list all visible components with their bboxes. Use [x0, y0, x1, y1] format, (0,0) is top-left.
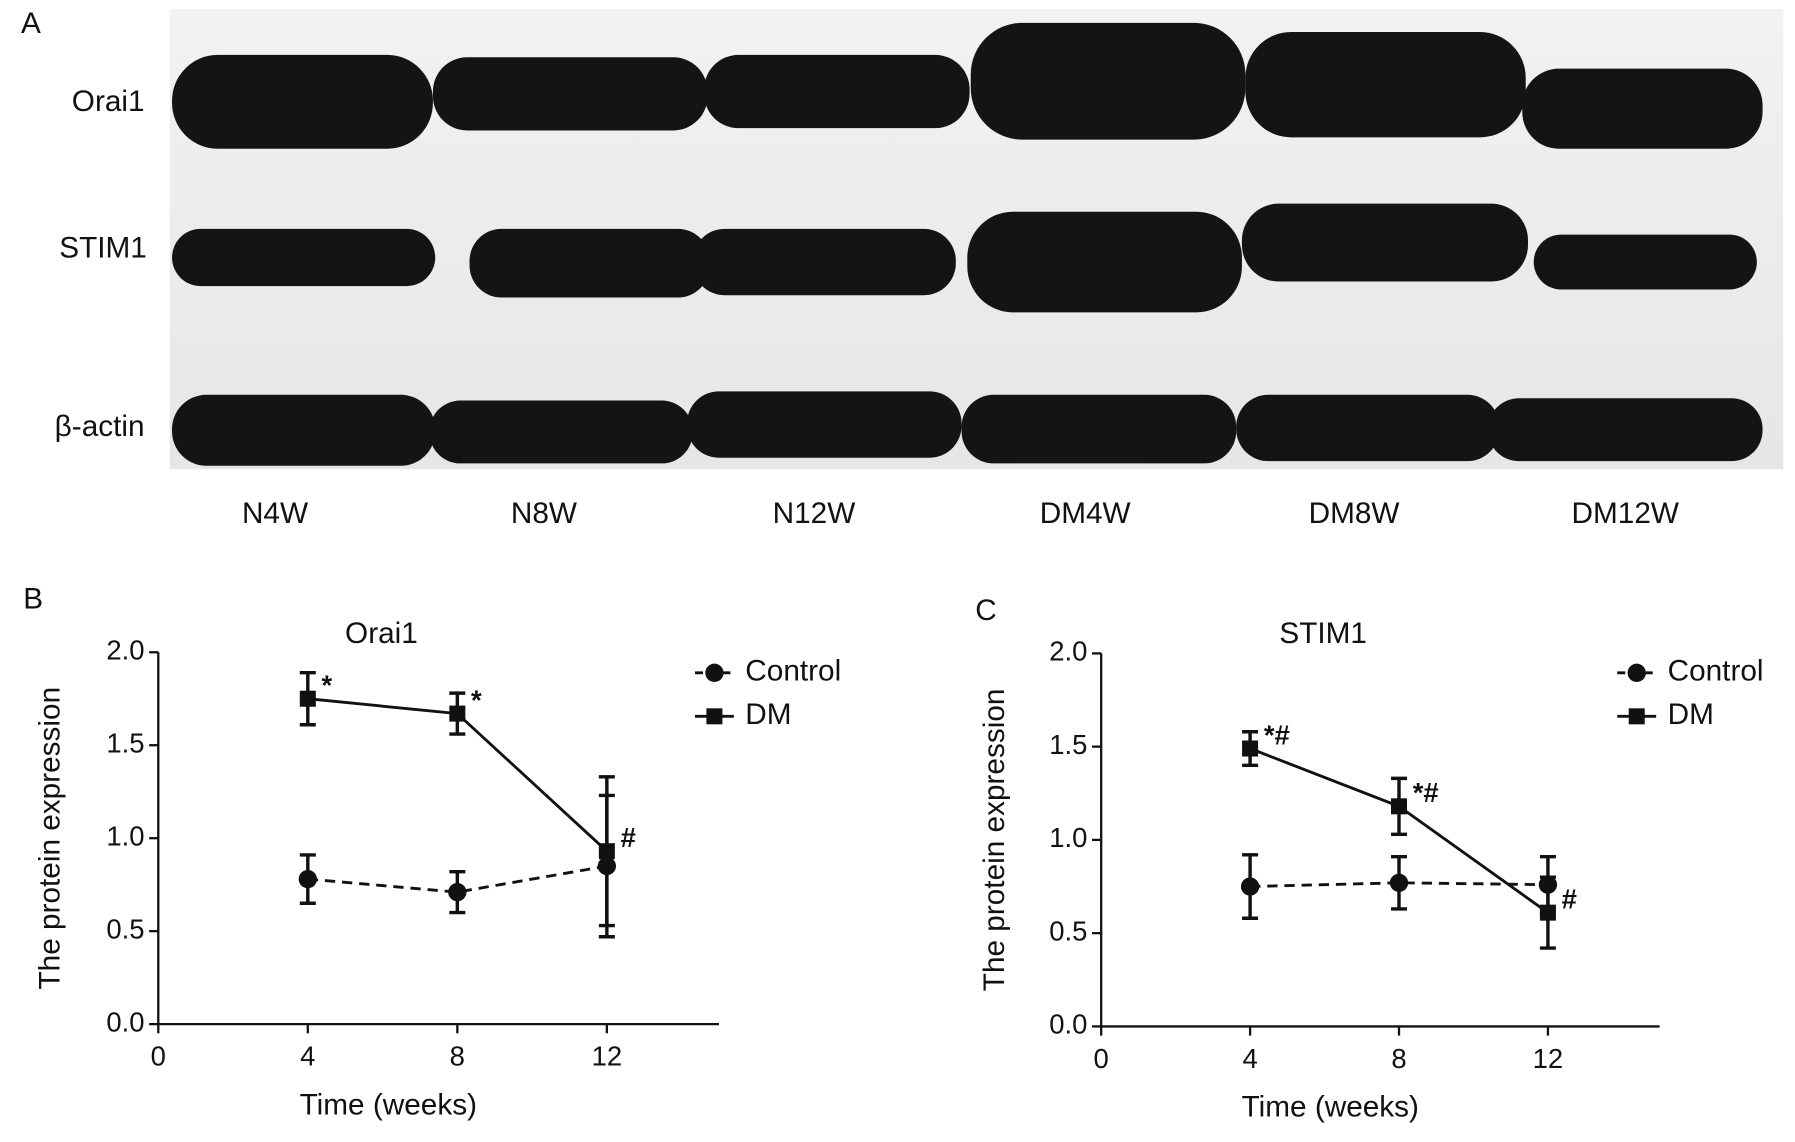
- x-tick-label: 8: [1391, 1043, 1406, 1074]
- x-tick-label: 4: [1242, 1043, 1257, 1074]
- y-tick-label: 0.5: [1049, 915, 1087, 946]
- lane-label: N12W: [773, 497, 856, 530]
- x-axis-label: Time (weeks): [300, 1088, 477, 1121]
- row-label: STIM1: [59, 231, 147, 264]
- data-point: [1390, 798, 1408, 815]
- data-point: [298, 869, 317, 889]
- legend-label: Control: [745, 655, 841, 688]
- legend-label: Control: [1668, 655, 1764, 688]
- y-tick-label: 2.0: [106, 634, 144, 665]
- legend-marker: [1627, 663, 1646, 682]
- x-tick-label: 12: [592, 1041, 623, 1072]
- chart-title: STIM1: [1279, 617, 1367, 650]
- legend-marker: [1628, 708, 1645, 725]
- legend-label: DM: [745, 698, 791, 731]
- data-point: [1389, 873, 1409, 892]
- legend-marker: [705, 663, 724, 682]
- data-point: [1242, 740, 1259, 757]
- panel-label: C: [975, 594, 996, 627]
- x-tick-label: 8: [450, 1041, 465, 1072]
- x-axis-label: Time (weeks): [1242, 1091, 1419, 1124]
- y-axis-label: The protein expression: [34, 687, 67, 990]
- y-tick-label: 1.5: [1049, 729, 1087, 760]
- panel-label: A: [21, 7, 41, 40]
- x-tick-label: 4: [300, 1041, 315, 1072]
- lane-label: DM12W: [1572, 497, 1679, 530]
- y-tick-label: 2.0: [1049, 636, 1087, 667]
- annotation: *: [471, 684, 482, 715]
- data-point: [1240, 877, 1260, 896]
- data-point: [1539, 904, 1556, 921]
- series-line: [1250, 881, 1548, 888]
- annotation: #: [1562, 883, 1577, 914]
- lane-label: N4W: [242, 497, 308, 530]
- x-tick-label: 0: [151, 1041, 166, 1072]
- chart-title: Orai1: [345, 617, 418, 650]
- y-tick-label: 0.0: [106, 1006, 144, 1037]
- lane-label: N8W: [511, 497, 577, 530]
- annotation: *#: [1264, 719, 1290, 750]
- x-tick-label: 0: [1094, 1043, 1109, 1074]
- data-point: [448, 882, 467, 902]
- annotation: *: [322, 670, 333, 701]
- annotation: #: [621, 822, 636, 853]
- y-axis-label: The protein expression: [978, 689, 1011, 992]
- data-point: [449, 705, 466, 722]
- lane-label: DM4W: [1040, 497, 1131, 530]
- legend-marker: [706, 708, 723, 725]
- data-point: [299, 690, 316, 707]
- y-tick-label: 1.0: [1049, 822, 1087, 853]
- annotation: *#: [1413, 777, 1439, 808]
- y-tick-label: 0.0: [1049, 1009, 1087, 1040]
- data-point: [598, 843, 615, 860]
- y-tick-label: 1.0: [106, 820, 144, 851]
- row-label: β-actin: [55, 410, 145, 443]
- legend-label: DM: [1668, 698, 1714, 731]
- row-label: Orai1: [72, 85, 145, 118]
- y-tick-label: 0.5: [106, 913, 144, 944]
- x-tick-label: 12: [1533, 1043, 1564, 1074]
- lane-label: DM8W: [1309, 497, 1400, 530]
- y-tick-label: 1.5: [106, 727, 144, 758]
- panel-label: B: [23, 583, 43, 616]
- blot-bands: [172, 22, 1763, 466]
